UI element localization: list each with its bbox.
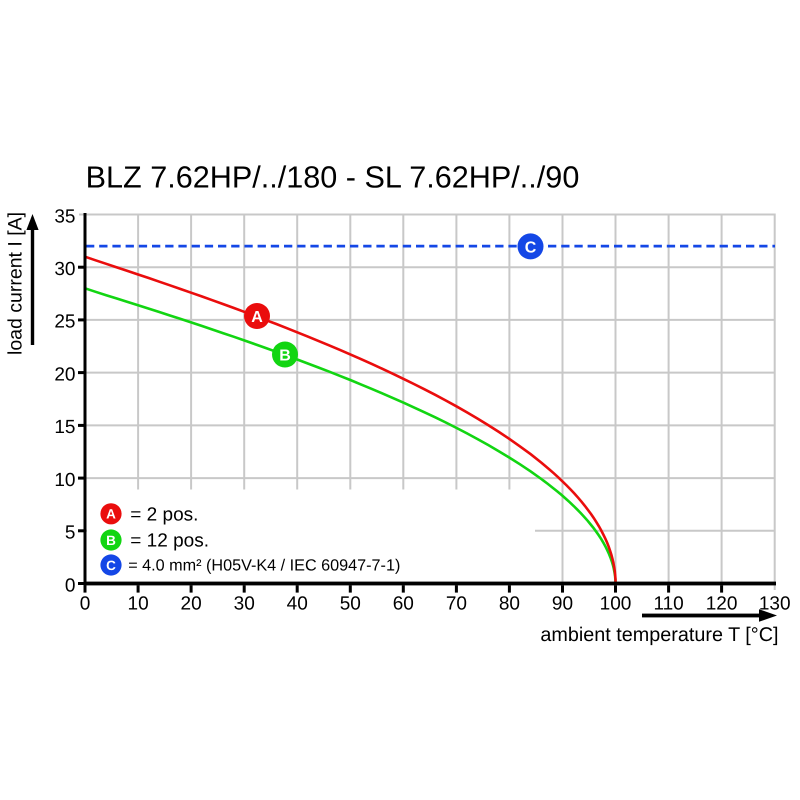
svg-text:= 12 pos.: = 12 pos.: [130, 531, 209, 552]
svg-text:A: A: [106, 507, 116, 522]
svg-text:30: 30: [234, 593, 255, 614]
svg-text:5: 5: [65, 523, 76, 544]
svg-text:B: B: [279, 347, 291, 364]
svg-text:ambient temperature T [°C]: ambient temperature T [°C]: [540, 624, 778, 646]
svg-text:90: 90: [552, 593, 573, 614]
svg-text:40: 40: [287, 593, 308, 614]
svg-text:70: 70: [446, 593, 467, 614]
svg-text:20: 20: [54, 364, 75, 385]
svg-text:25: 25: [54, 312, 75, 333]
svg-text:10: 10: [128, 593, 149, 614]
svg-text:= 4.0 mm² (H05V-K4 / IEC 60947: = 4.0 mm² (H05V-K4 / IEC 60947-7-1): [128, 556, 400, 574]
svg-text:C: C: [525, 239, 537, 256]
svg-text:100: 100: [600, 593, 632, 614]
svg-text:A: A: [251, 309, 263, 326]
svg-text:35: 35: [54, 206, 75, 227]
svg-text:BLZ 7.62HP/../180 - SL 7.62HP/: BLZ 7.62HP/../180 - SL 7.62HP/../90: [86, 160, 580, 194]
svg-text:10: 10: [54, 470, 75, 491]
svg-text:load current I [A]: load current I [A]: [5, 212, 27, 355]
svg-text:30: 30: [54, 259, 75, 280]
svg-text:80: 80: [499, 593, 520, 614]
svg-text:B: B: [106, 533, 116, 548]
svg-text:130: 130: [759, 593, 791, 614]
svg-text:20: 20: [181, 593, 202, 614]
svg-text:= 2 pos.: = 2 pos.: [130, 504, 198, 525]
svg-text:C: C: [106, 558, 116, 573]
svg-text:60: 60: [393, 593, 414, 614]
svg-text:50: 50: [340, 593, 361, 614]
svg-text:15: 15: [54, 417, 75, 438]
svg-text:0: 0: [65, 575, 76, 596]
svg-text:110: 110: [653, 593, 683, 614]
svg-text:0: 0: [80, 593, 91, 614]
svg-text:120: 120: [706, 593, 738, 614]
